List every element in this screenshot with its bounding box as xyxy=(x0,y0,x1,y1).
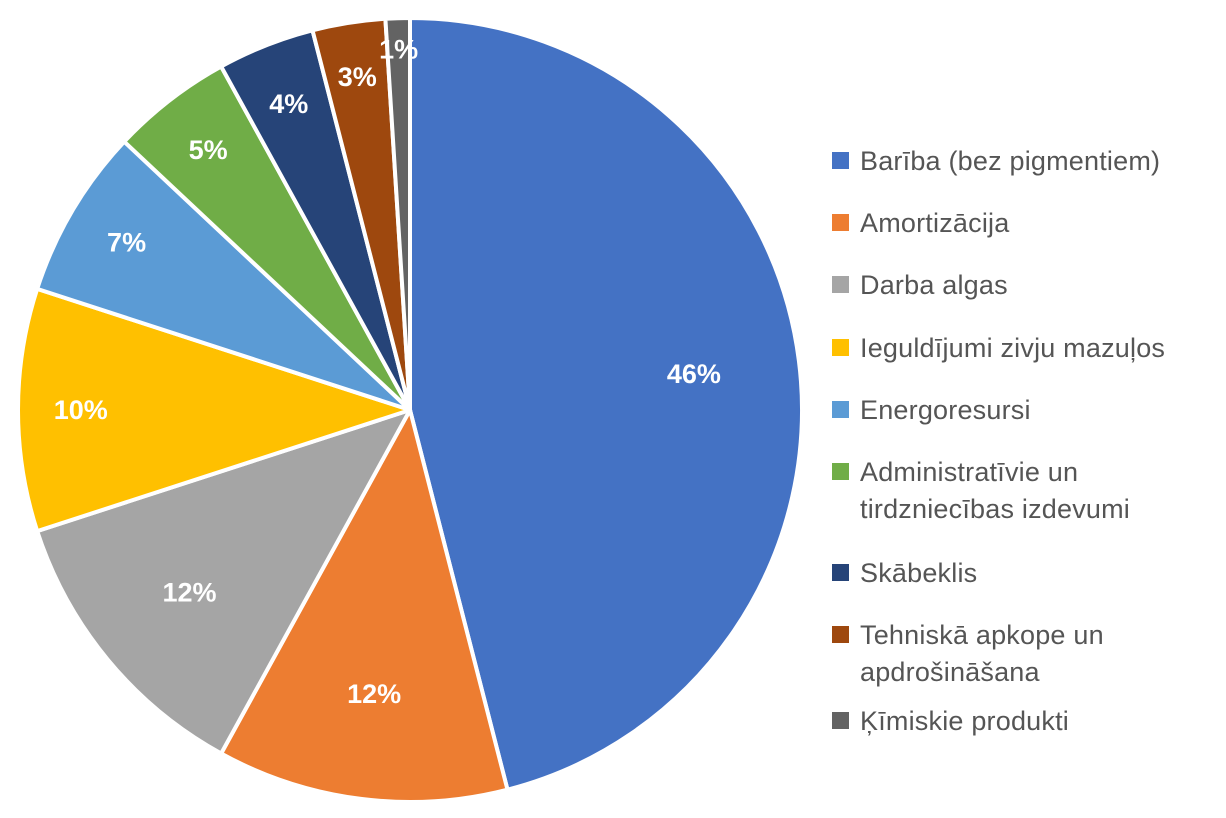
data-label-9: 1% xyxy=(379,35,418,65)
legend-swatch xyxy=(832,276,849,293)
legend-swatch xyxy=(832,564,849,581)
pie-slice-4 xyxy=(16,286,412,534)
legend-label: Skābeklis xyxy=(860,558,978,588)
legend-item-7: Skābeklis xyxy=(832,555,1210,592)
legend-label: Energoresursi xyxy=(860,395,1031,425)
pie-chart: 46% 12% 12% 10% 7% 5% 4% 3%1% xyxy=(16,16,804,804)
legend-item-2: Amortizācija xyxy=(832,205,1210,242)
legend-label: Ķīmiskie produkti xyxy=(860,706,1069,736)
legend-swatch xyxy=(832,626,849,643)
legend-swatch xyxy=(832,463,849,480)
legend-label: Darba algas xyxy=(860,270,1008,300)
data-label-2: 12% xyxy=(347,679,401,709)
legend-swatch xyxy=(832,214,849,231)
pie-slice-9 xyxy=(383,16,412,412)
legend-item-4: Ieguldījumi zivju mazuļos xyxy=(832,330,1210,367)
legend-label: Ieguldījumi zivju mazuļos xyxy=(860,333,1166,363)
data-label-7: 4% xyxy=(269,89,308,119)
legend-label: Tehniskā apkope un apdrošināšana xyxy=(860,620,1104,687)
legend-swatch xyxy=(832,712,849,729)
data-label-6: 5% xyxy=(189,135,228,165)
legend-label: Barība (bez pigmentiem) xyxy=(860,146,1161,176)
data-label-5: 7% xyxy=(107,227,146,257)
legend-item-9: Ķīmiskie produkti xyxy=(832,703,1210,740)
data-label-8: 3% xyxy=(338,62,377,92)
pie-slice-3 xyxy=(35,408,412,756)
legend-label: Administratīvie un tirdzniecības izdevum… xyxy=(860,457,1131,524)
data-label-1: 46% xyxy=(667,359,721,389)
legend-label: Amortizācija xyxy=(860,208,1010,238)
legend-item-8: Tehniskā apkope un apdrošināšana xyxy=(832,617,1210,691)
legend-item-5: Energoresursi xyxy=(832,392,1210,429)
pie-slice-1 xyxy=(408,16,804,792)
legend-swatch xyxy=(832,401,849,418)
pie-slice-5 xyxy=(35,139,412,412)
legend-swatch xyxy=(832,152,849,169)
legend-item-1: Barība (bez pigmentiem) xyxy=(832,143,1210,180)
legend-item-3: Darba algas xyxy=(832,267,1210,304)
data-label-3: 12% xyxy=(162,577,216,607)
pie-slice-2 xyxy=(219,408,510,804)
legend-swatch xyxy=(832,339,849,356)
data-label-4: 10% xyxy=(54,395,108,425)
legend-item-6: Administratīvie un tirdzniecības izdevum… xyxy=(832,454,1210,528)
